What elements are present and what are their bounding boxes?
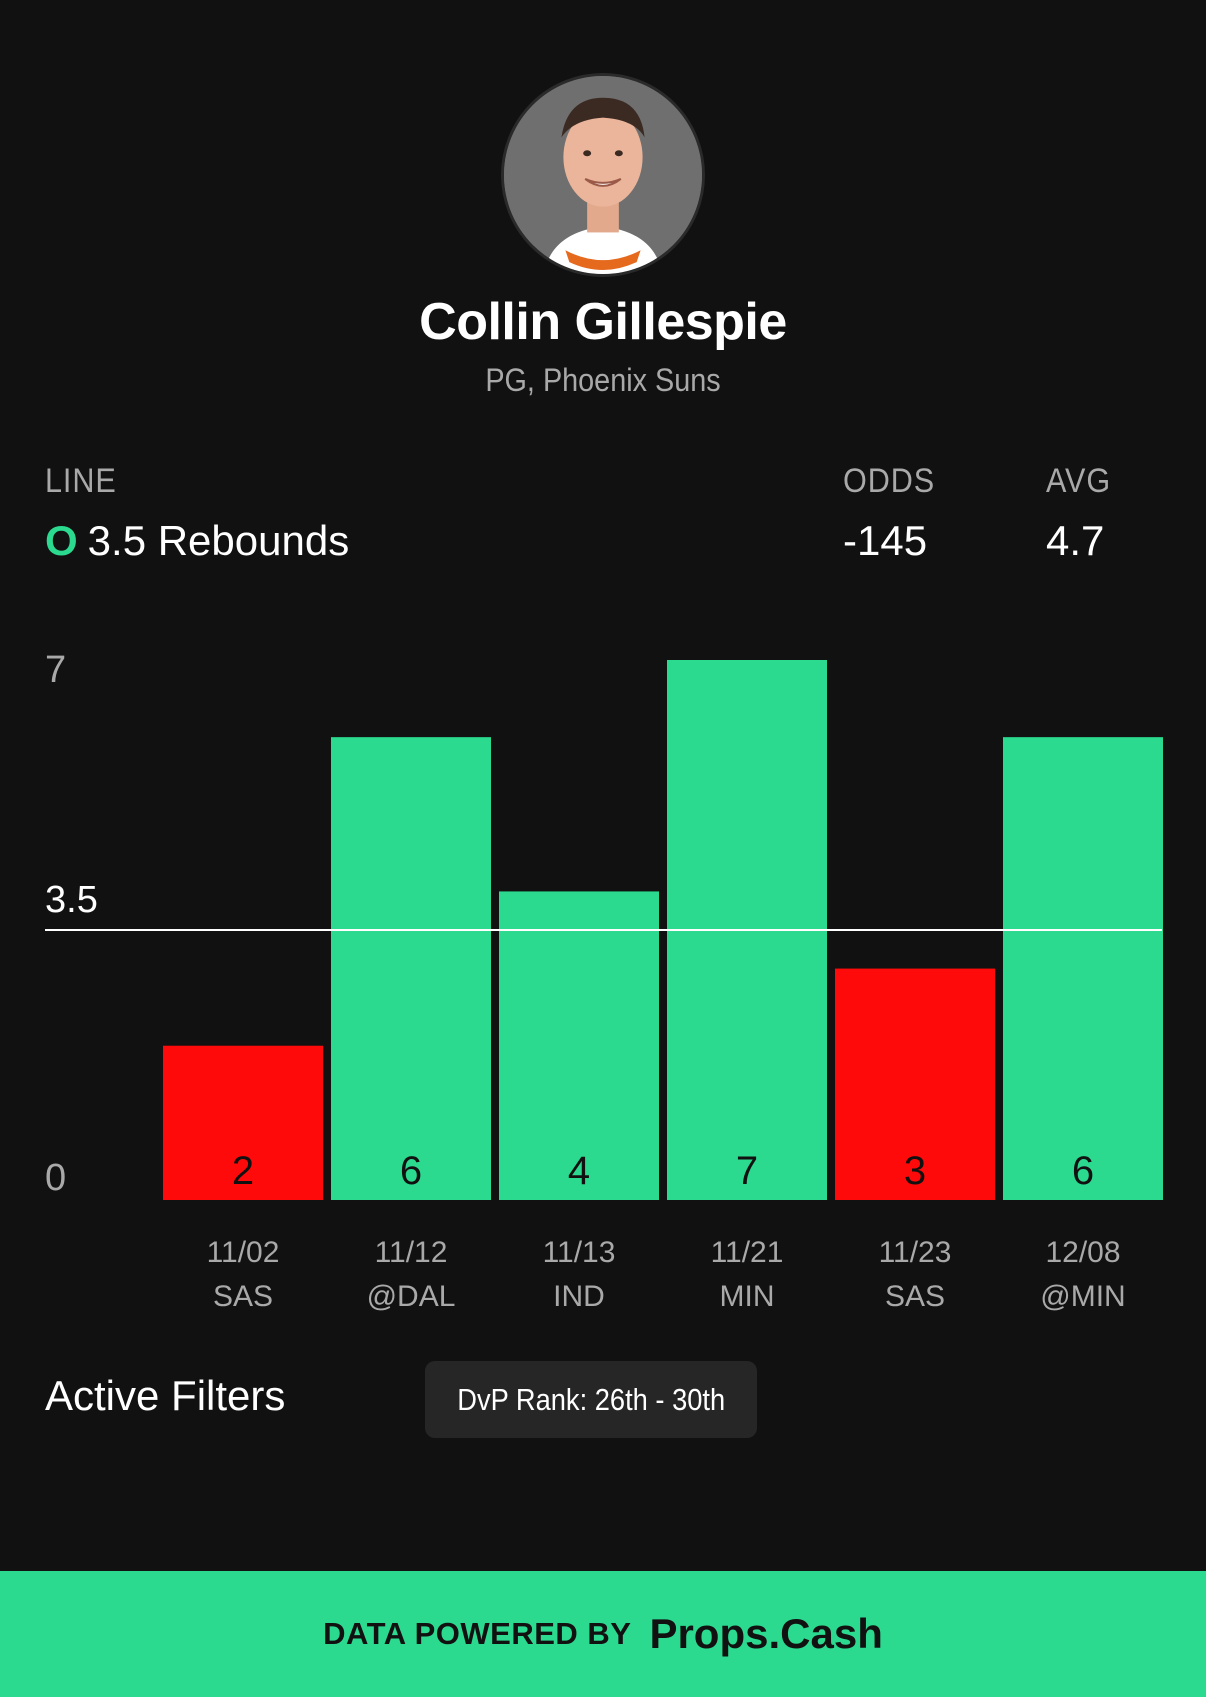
x-tick-opponent: SAS <box>213 1280 273 1313</box>
bar <box>1003 737 1163 1200</box>
bar-value-label: 7 <box>736 1149 758 1193</box>
bar-value-label: 3 <box>904 1149 926 1193</box>
odds-label: ODDS <box>843 462 936 500</box>
bar <box>835 968 995 1200</box>
bar-value-label: 6 <box>1072 1149 1094 1193</box>
odds-value: -145 <box>843 517 928 564</box>
dvp-rank-filter-chip[interactable]: DvP Rank: 26th - 30th <box>425 1361 757 1438</box>
x-tick-opponent: @MIN <box>1040 1280 1125 1313</box>
bar <box>499 891 659 1200</box>
player-avatar <box>501 73 705 277</box>
player-headshot-icon <box>504 76 702 274</box>
player-name: Collin Gillespie <box>419 293 787 351</box>
x-tick-date: 11/21 <box>711 1236 784 1269</box>
avg-value: 4.7 <box>1046 517 1105 564</box>
x-tick-date: 11/13 <box>543 1236 616 1269</box>
x-tick-opponent: MIN <box>720 1280 775 1313</box>
active-filters-title: Active Filters <box>45 1372 286 1419</box>
line-value: O 3.5 Rebounds <box>45 517 349 565</box>
bar-value-label: 4 <box>568 1149 590 1193</box>
bar-value-label: 2 <box>232 1149 254 1193</box>
player-position-team: PG, Phoenix Suns <box>485 362 721 398</box>
rebounds-bar-chart: 0 3.5 7 2 11/02 SAS 6 11/12 @DAL 4 11/13 IND 7 11/21 M… <box>45 649 1163 1313</box>
x-tick-date: 11/12 <box>375 1236 448 1269</box>
over-indicator: O <box>45 517 78 564</box>
y-tick-label: 3.5 <box>45 879 98 921</box>
dvp-rank-filter-label: DvP Rank: 26th - 30th <box>457 1381 725 1417</box>
x-tick-date: 11/23 <box>879 1236 952 1269</box>
bar-value-label: 6 <box>400 1149 422 1193</box>
x-tick-opponent: @DAL <box>367 1280 456 1313</box>
x-tick-date: 12/08 <box>1045 1236 1120 1269</box>
avg-label: AVG <box>1046 462 1112 500</box>
line-text: 3.5 Rebounds <box>87 517 350 564</box>
y-tick-label: 0 <box>45 1157 66 1199</box>
x-tick-opponent: SAS <box>885 1280 945 1313</box>
footer-banner: DATA POWERED BY Props.Cash <box>0 1571 1206 1697</box>
brand-logo: Props.Cash <box>649 1610 883 1657</box>
x-tick-date: 11/02 <box>207 1236 280 1269</box>
line-label: LINE <box>45 462 117 500</box>
bar <box>163 1045 323 1200</box>
powered-by-text: DATA POWERED BY <box>323 1616 632 1651</box>
bar <box>331 737 491 1200</box>
x-tick-opponent: IND <box>553 1280 605 1313</box>
y-tick-label: 7 <box>45 649 66 691</box>
